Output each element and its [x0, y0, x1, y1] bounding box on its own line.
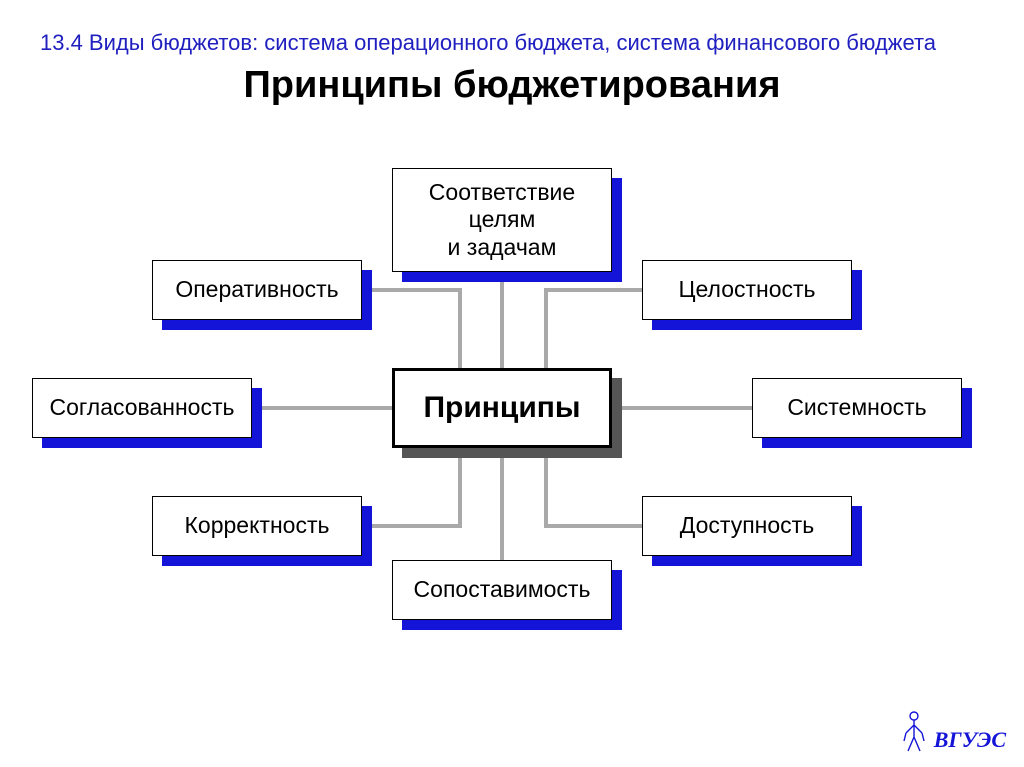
node-front: Оперативность: [152, 260, 362, 320]
node-tr: Целостность: [642, 260, 852, 320]
node-front: Согласованность: [32, 378, 252, 438]
node-front: Системность: [752, 378, 962, 438]
node-ml: Согласованность: [32, 378, 252, 438]
connector: [544, 524, 644, 528]
connector: [544, 288, 644, 292]
node-label: Системность: [787, 394, 926, 422]
logo-text: ВГУЭС: [934, 727, 1006, 753]
node-tl: Оперативность: [152, 260, 362, 320]
node-label: Оперативность: [175, 276, 338, 304]
diagram-canvas: Соответствие целям и задачам Оперативност…: [0, 160, 1024, 720]
node-label: Согласованность: [49, 394, 234, 422]
connector: [458, 288, 462, 370]
connector: [500, 272, 504, 368]
footer-logo: ВГУЭС: [900, 709, 1006, 753]
node-br: Доступность: [642, 496, 852, 556]
node-front: Принципы: [392, 368, 612, 448]
connector: [362, 524, 462, 528]
slide-title: Принципы бюджетирования: [40, 64, 984, 107]
connector: [252, 406, 392, 410]
connector: [500, 448, 504, 560]
node-front: Целостность: [642, 260, 852, 320]
node-label: Соответствие целям и задачам: [429, 179, 575, 262]
node-bottom: Сопоставимость: [392, 560, 612, 620]
connector: [544, 446, 548, 528]
node-front: Сопоставимость: [392, 560, 612, 620]
node-front: Доступность: [642, 496, 852, 556]
node-label: Доступность: [680, 512, 814, 540]
node-front: Корректность: [152, 496, 362, 556]
node-label: Принципы: [423, 390, 580, 426]
slide-header: 13.4 Виды бюджетов: система операционног…: [40, 28, 984, 107]
connector: [458, 446, 462, 528]
slide-subtitle: 13.4 Виды бюджетов: система операционног…: [40, 28, 984, 58]
node-mr: Системность: [752, 378, 962, 438]
node-label: Сопоставимость: [414, 576, 591, 604]
node-center: Принципы: [392, 368, 612, 448]
node-label: Целостность: [678, 276, 815, 304]
connector: [612, 406, 752, 410]
node-front: Соответствие целям и задачам: [392, 168, 612, 272]
node-label: Корректность: [185, 512, 330, 540]
node-top: Соответствие целям и задачам: [392, 168, 612, 272]
connector: [362, 288, 462, 292]
connector: [544, 288, 548, 370]
logo-figure-icon: [900, 709, 928, 753]
node-bl: Корректность: [152, 496, 362, 556]
